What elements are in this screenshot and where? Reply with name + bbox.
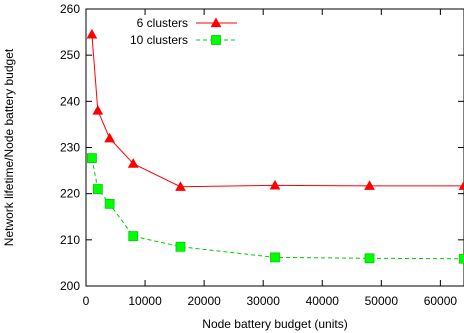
data-point-series-1	[458, 180, 464, 190]
data-point-series-2	[104, 198, 115, 209]
legend-marker	[210, 17, 222, 28]
y-tick-label: 250	[60, 48, 80, 62]
data-point-series-1	[92, 105, 104, 115]
legend: 6 clusters 10 clusters	[130, 16, 237, 47]
data-point-series-1	[104, 132, 115, 143]
data-point-series-1	[86, 28, 98, 39]
legend-marker	[211, 35, 221, 45]
legend-label: 6 clusters	[137, 16, 188, 30]
data-point-series-1	[127, 158, 139, 168]
x-tick-label: 30000	[247, 294, 281, 308]
axis-tick-labels: 200 210 220 230 240 250 260 0 10000 20000 30000 400…	[60, 2, 457, 308]
series-lines	[91, 34, 464, 260]
series-line-2	[91, 158, 464, 260]
x-tick-label: 60000	[424, 294, 458, 308]
data-point-series-2	[92, 184, 103, 194]
y-tick-label: 240	[60, 94, 80, 108]
data-point-series-1	[269, 179, 281, 190]
legend-label: 10 clusters	[130, 33, 188, 47]
x-tick-label: 40000	[306, 294, 340, 308]
data-point-series-2	[459, 253, 464, 264]
y-tick-label: 220	[60, 187, 80, 201]
data-point-series-2	[364, 253, 375, 264]
axis-ticks	[85, 8, 464, 287]
data-point-series-1	[175, 181, 186, 191]
y-tick-label: 260	[60, 2, 80, 16]
y-tick-label: 210	[60, 233, 80, 247]
x-tick-label: 10000	[128, 294, 162, 308]
series-line-1	[91, 34, 464, 188]
data-point-series-1	[364, 180, 375, 190]
plot-frame	[85, 8, 464, 287]
series-markers	[86, 28, 464, 264]
data-point-series-2	[270, 252, 280, 263]
y-axis-label: Network lifetime/Node battery budget	[2, 48, 16, 246]
data-point-series-2	[87, 153, 97, 164]
x-tick-label: 20000	[187, 294, 221, 308]
data-point-series-2	[175, 241, 186, 252]
data-point-series-2	[128, 231, 139, 242]
x-axis-label: Node battery budget (units)	[202, 317, 347, 331]
x-tick-label: 50000	[365, 294, 399, 308]
y-tick-label: 200	[60, 279, 80, 293]
x-tick-label: 0	[83, 294, 90, 308]
y-tick-label: 230	[60, 141, 80, 155]
